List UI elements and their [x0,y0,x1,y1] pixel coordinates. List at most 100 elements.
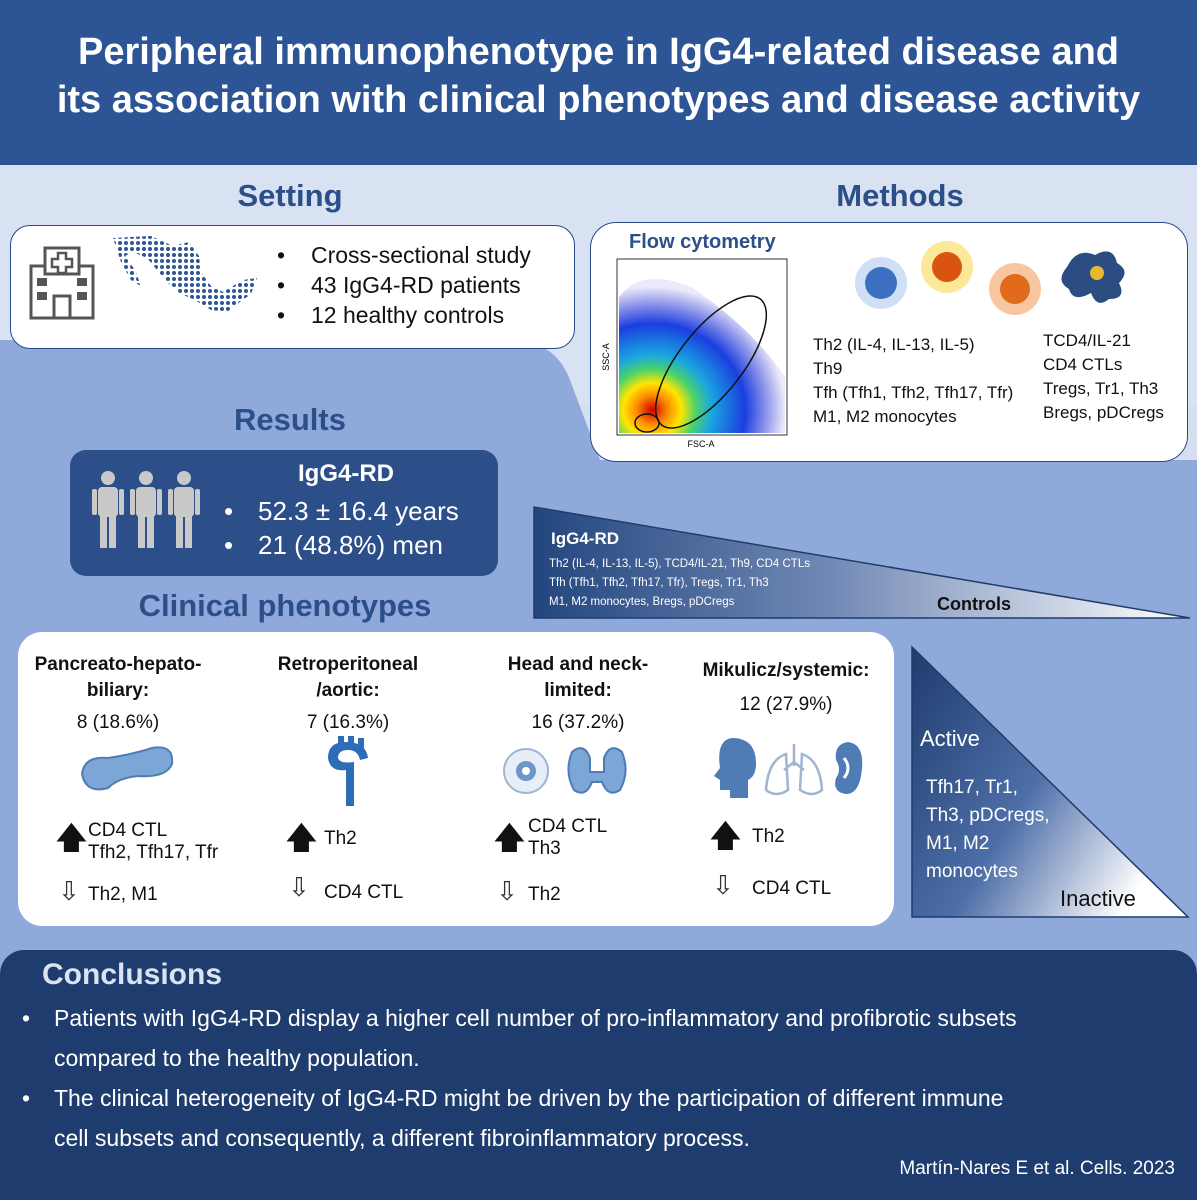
phenotype-title: Head and neck- limited: [478,652,678,704]
upregulated-cells: Th2 [752,826,785,847]
conclusion-bullet: • Patients with IgG4-RD display a higher… [22,998,1182,1078]
phenotype-title: Mikulicz/systemic: [686,658,886,684]
phenotype-percentage: 16 (37.2%) [531,712,625,733]
results-box-title: IgG4-RD [298,460,394,487]
phenotype-title-line: Mikulicz/systemic: [702,660,870,681]
activity-line: Tfh17, Tr1, [926,777,1018,798]
results-box: IgG4-RD 52.3 ± 16.4 years 21 (48.8%) men [70,450,498,576]
phenotype-title: Retroperitoneal /aortic: [248,652,448,704]
eye-icon [503,748,549,794]
upregulated-cell: CD4 CTL [528,816,608,837]
citation: Martín-Nares E et al. Cells. 2023 [899,1158,1175,1179]
kidney-icon [835,742,863,794]
comparison-line: M1, M2 monocytes, Bregs, pDCregs [549,596,735,608]
title-band [0,0,1197,165]
flow-cytometry-plot: SSC-A FSC-A [601,258,788,449]
up-arrow-icon: 🡅 [710,820,741,853]
results-bullet: 21 (48.8%) men [224,528,459,562]
conclusion-bullet: • The clinical heterogeneity of IgG4-RD … [22,1078,1182,1158]
phenotype-pancreato: Pancreato-hepato- biliary: 8 (18.6%) [18,652,218,734]
cell-subset: Tfh (Tfh1, Tfh2, Tfh17, Tfr) [813,383,1014,402]
results-bullets: 52.3 ± 16.4 years 21 (48.8%) men [224,494,459,562]
conclusion-line: compared to the healthy population. [54,1045,420,1071]
phenotype-title-line: /aortic: [316,680,380,701]
comparison-wedge [533,506,1191,619]
activity-line: M1, M2 [926,833,990,854]
phenotype-percentage: 12 (27.9%) [739,694,833,715]
hospital-icon [29,246,95,320]
upregulated-cell: Tfh2, Tfh17, Tfr [88,842,219,863]
cell-subset: M1, M2 monocytes [813,407,957,426]
cell-icons [855,241,1125,315]
up-arrow-icon: 🡅 [494,822,525,855]
cell-subset: CD4 CTLs [1043,355,1123,374]
comparison-line: Th2 (IL-4, IL-13, IL-5), TCD4/IL-21, Th9… [549,558,810,570]
phenotype-title-line: Pancreato-hepato- [34,654,202,675]
phenotype-percentage: 7 (16.3%) [306,712,390,733]
comparison-label-controls: Controls [937,594,1011,614]
axis-label-y: SSC-A [601,343,611,371]
activity-wedge-shape [911,645,1190,918]
activity-label-active: Active [920,726,980,751]
setting-bullet: Cross-sectional study [277,240,531,270]
title-line-1: Peripheral immunophenotype in IgG4-relat… [77,31,1120,73]
upregulated-cells: CD4 CTL Tfh2, Tfh17, Tfr [88,820,218,864]
comparison-label-igg4: IgG4-RD [551,529,619,548]
clinical-card: Pancreato-hepato- biliary: 8 (18.6%) 🡅 C… [18,632,894,926]
down-arrow-icon: ⇩ [288,872,310,902]
lungs-icon [764,744,824,796]
cell-subset: Bregs, pDCregs [1043,403,1164,422]
clinical-heading: Clinical phenotypes [138,588,432,623]
conclusion-line: The clinical heterogeneity of IgG4-RD mi… [54,1085,1004,1111]
downregulated-cells: CD4 CTL [324,882,404,903]
phenotype-title-line: Head and neck- [507,654,649,675]
cell-subset: TCD4/IL-21 [1043,331,1131,350]
setting-card: Cross-sectional study 43 IgG4-RD patient… [10,225,575,349]
infographic-title: Peripheral immunophenotype in IgG4-relat… [0,28,1197,124]
phenotype-title-line: biliary: [86,680,150,701]
conclusions-panel [0,950,1197,1200]
results-heading: Results [234,402,346,437]
conclusion-line: Patients with IgG4-RD display a higher c… [54,1005,1017,1031]
phenotype-title-line: Retroperitoneal [277,654,419,675]
conclusions-heading: Conclusions [42,958,223,991]
setting-bullet: 12 healthy controls [277,300,531,330]
phenotype-mikulicz: Mikulicz/systemic: 12 (27.9%) [686,658,886,716]
downregulated-cells: Th2 [528,884,561,905]
comparison-cells: Th2 (IL-4, IL-13, IL-5), TCD4/IL-21, Th9… [549,555,810,612]
people-icon [92,471,200,548]
downregulated-cells: CD4 CTL [752,878,832,899]
phenotype-retroperitoneal: Retroperitoneal /aortic: 7 (16.3%) [248,652,448,734]
conclusions-body: • Patients with IgG4-RD display a higher… [22,998,1182,1158]
methods-cells-col1: Th2 (IL-4, IL-13, IL-5) Th9 Tfh (Tfh1, T… [813,333,1013,429]
phenotype-title: Pancreato-hepato- biliary: [18,652,218,704]
comparison-line: Tfh (Tfh1, Tfh2, Tfh17, Tfr), Tregs, Tr1… [549,577,769,589]
up-arrow-icon: 🡅 [286,822,317,855]
conclusion-line: cell subsets and consequently, a differe… [54,1125,750,1151]
aorta-icon [328,736,368,806]
activity-label-inactive: Inactive [1060,886,1136,911]
downregulated-cells: Th2, M1 [88,884,158,905]
results-bullet: 52.3 ± 16.4 years [224,494,459,528]
phenotype-head-neck: Head and neck- limited: 16 (37.2%) [478,652,678,734]
head-icon [714,738,756,798]
pancreas-icon [80,746,174,791]
mexico-map-icon [113,236,257,312]
upregulated-cell: Th3 [528,838,561,859]
setting-bullets: Cross-sectional study 43 IgG4-RD patient… [277,240,531,330]
activity-line: Th3, pDCregs, [926,805,1050,826]
methods-heading: Methods [836,178,964,213]
comparison-wedge-shape [533,506,1191,619]
down-arrow-icon: ⇩ [58,876,80,906]
phenotype-title-line: limited: [544,680,612,701]
activity-line: monocytes [926,861,1018,882]
methods-card: Flow cytometry SSC-A FSC-A Th2 (IL- [590,222,1188,462]
flow-cytometry-title: Flow cytometry [629,231,776,253]
thyroid-icon [567,747,627,794]
upregulated-cells: Th2 [324,828,357,849]
upregulated-cells: CD4 CTL Th3 [528,816,607,860]
down-arrow-icon: ⇩ [496,876,518,906]
title-line-2: its association with clinical phenotypes… [56,79,1141,121]
methods-cells-col2: TCD4/IL-21 CD4 CTLs Tregs, Tr1, Th3 Breg… [1043,329,1164,425]
activity-cells: Tfh17, Tr1, Th3, pDCregs, M1, M2 monocyt… [926,774,1050,886]
